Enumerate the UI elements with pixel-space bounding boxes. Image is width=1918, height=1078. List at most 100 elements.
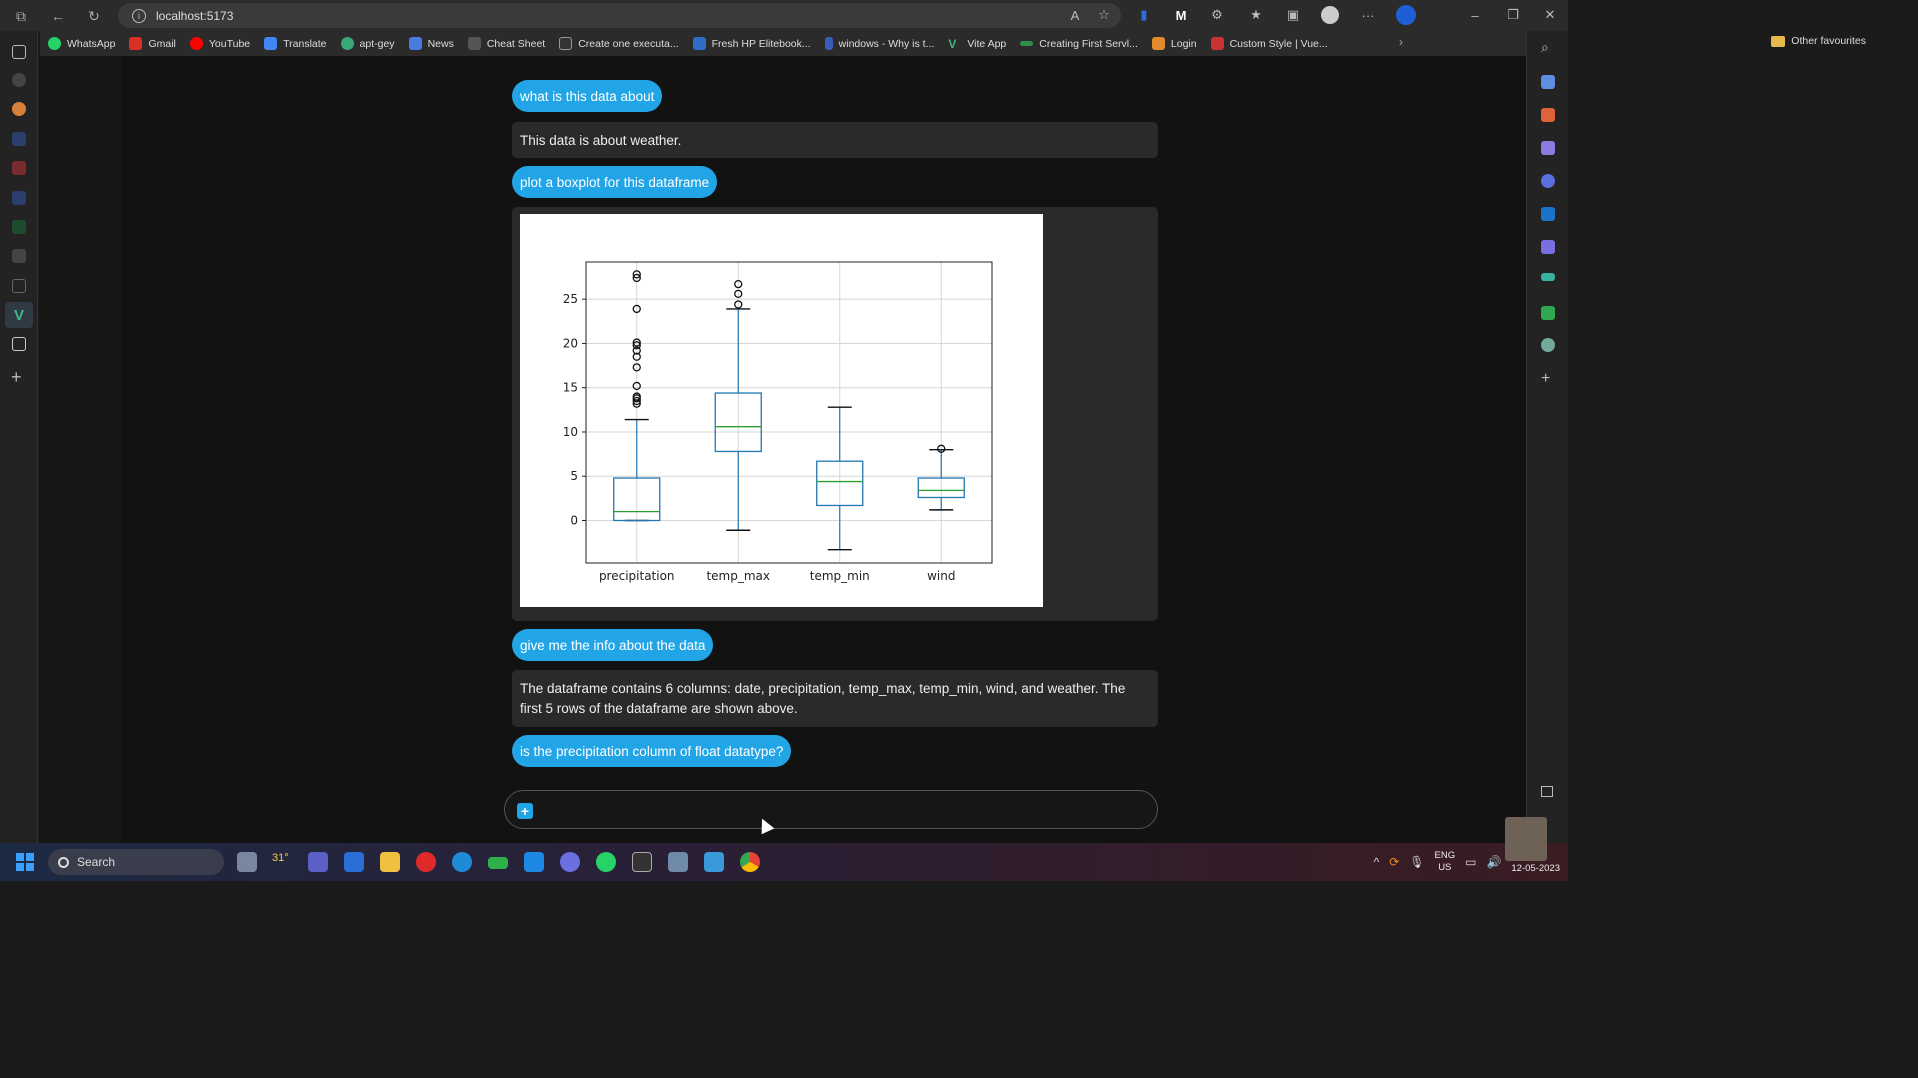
minimize-icon[interactable]: – xyxy=(1471,7,1479,23)
more-menu-icon[interactable]: ··· xyxy=(1361,7,1375,23)
tab-table-icon[interactable] xyxy=(12,249,26,263)
tab-github-icon[interactable] xyxy=(12,73,26,87)
bookmark-youtube[interactable]: YouTube xyxy=(189,37,250,50)
x-tick-label: wind xyxy=(927,569,955,583)
collections-icon[interactable]: ▣ xyxy=(1286,7,1300,22)
bookmark-windows-why[interactable]: windows - Why is t... xyxy=(824,37,934,50)
windows-start-icon[interactable] xyxy=(16,853,34,871)
file-explorer-icon[interactable] xyxy=(380,852,400,872)
vertical-tabs-sidebar: V + xyxy=(0,31,38,843)
new-tab-plus-icon[interactable]: + xyxy=(11,367,22,387)
read-aloud-icon[interactable]: A xyxy=(1070,7,1080,23)
bing-copilot-icon[interactable] xyxy=(1396,5,1416,25)
restore-icon[interactable]: ❐ xyxy=(1507,7,1519,22)
bookmark-translate[interactable]: Translate xyxy=(264,37,327,50)
refresh-icon[interactable]: ↻ xyxy=(88,7,100,24)
sidebar-send-icon[interactable] xyxy=(1541,273,1555,281)
chrome-icon[interactable] xyxy=(740,852,760,872)
favourite-star-icon[interactable]: ☆ xyxy=(1098,7,1110,22)
extension-m-icon[interactable]: M xyxy=(1175,7,1187,23)
chat-input[interactable]: + xyxy=(504,790,1158,829)
show-hidden-icons-chevron[interactable]: ^ xyxy=(1373,855,1380,869)
browser-toolbar: ⧉ ← ↻ i localhost:5173 A ☆ ▮ M ⚙ ★ ▣ ···… xyxy=(0,0,1568,31)
extension-icon[interactable]: ▮ xyxy=(1140,7,1148,22)
tab-page-icon[interactable] xyxy=(12,279,26,293)
microphone-icon[interactable]: 🎙 xyxy=(1409,855,1425,869)
opera-icon[interactable] xyxy=(416,852,436,872)
sidebar-add-icon[interactable]: + xyxy=(1541,370,1551,387)
onedrive-icon[interactable] xyxy=(488,857,508,869)
bookmark-apt-gey[interactable]: apt-gey xyxy=(340,37,395,50)
tab-gmail-icon[interactable] xyxy=(12,161,26,175)
task-view-icon[interactable] xyxy=(237,852,257,872)
sidebar-tag-icon[interactable] xyxy=(1541,75,1555,89)
address-bar[interactable]: i localhost:5173 xyxy=(118,3,1121,28)
sidebar-chatgpt-icon[interactable] xyxy=(1541,338,1555,352)
language-indicator[interactable]: ENG US xyxy=(1434,850,1456,873)
favourites-icon[interactable]: ★ xyxy=(1250,7,1262,22)
bot-message-plot: 0 5 10 15 20 25 precipitation temp_max temp_min w… xyxy=(512,207,1158,621)
profile-avatar-icon[interactable] xyxy=(1320,5,1340,25)
store-icon[interactable] xyxy=(344,852,364,872)
whatsapp-taskbar-icon[interactable] xyxy=(596,852,616,872)
tab-document-icon[interactable] xyxy=(12,337,26,351)
bookmark-creating-first[interactable]: Creating First Servl... xyxy=(1020,38,1138,50)
attach-plus-icon[interactable]: + xyxy=(517,803,533,819)
vscode-icon[interactable] xyxy=(524,852,544,872)
outlier-point xyxy=(734,300,743,309)
outlier-point xyxy=(632,338,641,347)
clock[interactable]: 12-05-2023 xyxy=(1511,863,1560,874)
bookmark-fresh-hp[interactable]: Fresh HP Elitebook... xyxy=(692,37,811,50)
tab-search-icon[interactable] xyxy=(12,132,26,146)
y-tick-label: 25 xyxy=(563,292,578,306)
sidebar-search-icon[interactable]: ⌕ xyxy=(1541,39,1549,55)
outlier-point xyxy=(632,341,641,350)
sidebar-note-icon[interactable] xyxy=(1541,240,1555,254)
sidebar-outlook-icon[interactable] xyxy=(1541,207,1555,221)
bookmark-news[interactable]: News xyxy=(408,37,454,50)
tab-vite-app-active[interactable]: V xyxy=(5,302,33,328)
bookmark-vite-app[interactable]: V Vite App xyxy=(948,37,1007,51)
sidebar-hide-icon[interactable] xyxy=(1541,786,1553,797)
bookmark-create-one[interactable]: Create one executa... xyxy=(559,37,679,50)
bookmark-custom-style[interactable]: Custom Style | Vue... xyxy=(1210,37,1328,50)
bookmark-gmail[interactable]: Gmail xyxy=(129,37,176,50)
site-info-icon[interactable]: i xyxy=(132,8,146,23)
tab-actions-icon[interactable]: ⧉ xyxy=(16,7,26,24)
taskbar-search[interactable]: Search xyxy=(48,849,224,875)
volume-icon[interactable]: 🔊 xyxy=(1486,855,1502,869)
box-precipitation xyxy=(613,477,661,522)
sync-icon[interactable]: ⟳ xyxy=(1389,855,1400,869)
user-message: give me the info about the data xyxy=(512,629,714,661)
bookmark-whatsapp[interactable]: WhatsApp xyxy=(48,37,115,50)
address-url[interactable]: localhost:5173 xyxy=(156,8,234,23)
photos-icon[interactable] xyxy=(668,852,688,872)
back-icon[interactable]: ← xyxy=(51,8,65,24)
tab-search2-icon[interactable] xyxy=(12,191,26,205)
sidebar-copilot-icon[interactable] xyxy=(1541,174,1555,188)
extensions-puzzle-icon[interactable]: ⚙ xyxy=(1211,7,1223,22)
terminal-taskbar-icon[interactable] xyxy=(632,852,652,872)
bookmark-cheat-sheet[interactable]: Cheat Sheet xyxy=(467,37,545,50)
outlier-point xyxy=(632,396,641,406)
tab-excel-icon[interactable] xyxy=(12,220,26,234)
notepad-icon[interactable] xyxy=(704,852,724,872)
close-icon[interactable]: ✕ xyxy=(1544,7,1556,22)
discord-icon[interactable] xyxy=(560,852,580,872)
y-tick-label: 5 xyxy=(570,469,578,483)
sidebar-tree-icon[interactable] xyxy=(1541,306,1555,320)
user-message: what is this data about xyxy=(512,80,663,112)
other-favourites[interactable]: Other favourites xyxy=(1771,35,1866,47)
edge-icon[interactable] xyxy=(452,852,472,872)
y-tick-label: 10 xyxy=(563,425,578,439)
weather-widget[interactable]: 31° xyxy=(272,852,289,864)
tab-panel-icon[interactable] xyxy=(12,45,26,59)
sidebar-tools-icon[interactable] xyxy=(1541,108,1555,122)
bookmarks-overflow-chevron-icon[interactable]: › xyxy=(1399,35,1403,49)
bookmark-login[interactable]: Login xyxy=(1151,37,1197,50)
network-icon[interactable]: ▭ xyxy=(1465,855,1477,869)
sidebar-games-icon[interactable] xyxy=(1541,141,1555,155)
outlier-point xyxy=(734,279,743,289)
tab-chrome-icon[interactable] xyxy=(12,102,26,116)
teams-icon[interactable] xyxy=(308,852,328,872)
